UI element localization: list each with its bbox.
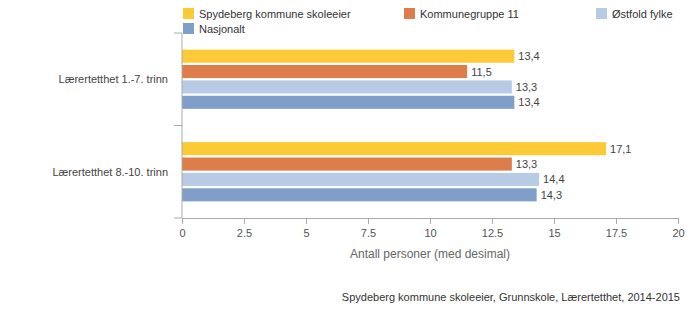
bar bbox=[182, 142, 606, 155]
chart: Spydeberg kommune skoleeier Kommunegruppe… bbox=[0, 0, 700, 316]
legend-label: Kommunegruppe 11 bbox=[420, 8, 519, 20]
legend-swatch bbox=[404, 8, 415, 19]
x-tick: 2.5 bbox=[237, 218, 252, 239]
y-tick-label: Lærertetthet 8.-10. trinn bbox=[52, 166, 168, 178]
caption: Spydeberg kommune skoleeier, Grunnskole,… bbox=[342, 291, 680, 303]
x-tick: 7.5 bbox=[361, 218, 376, 239]
legend-item: Kommunegruppe 11 bbox=[404, 8, 519, 20]
y-axis: Lærertetthet 1.-7. trinn Lærertetthet 8.-… bbox=[52, 33, 182, 218]
x-axis: 0 2.5 5 7.5 10 12.5 15 17.5 20 bbox=[179, 218, 684, 239]
category-separator bbox=[174, 33, 182, 34]
legend-label: Østfold fylke bbox=[612, 8, 673, 20]
x-tick-label: 7.5 bbox=[361, 227, 376, 239]
bar bbox=[182, 173, 539, 186]
legend-item: Nasjonalt bbox=[183, 23, 245, 35]
data-label: 13,3 bbox=[516, 81, 537, 93]
bar bbox=[182, 65, 467, 78]
legend-swatch bbox=[183, 23, 194, 34]
x-tick-label: 12.5 bbox=[482, 227, 503, 239]
x-tick-label: 2.5 bbox=[237, 227, 252, 239]
x-tick: 17.5 bbox=[606, 218, 627, 239]
x-tick-mark bbox=[616, 218, 617, 224]
x-tick: 15 bbox=[548, 218, 560, 239]
x-tick-mark bbox=[554, 218, 555, 224]
y-tick: Lærertetthet 8.-10. trinn bbox=[52, 166, 168, 178]
x-tick-mark bbox=[182, 218, 183, 224]
data-label: 17,1 bbox=[610, 143, 631, 155]
x-tick-label: 20 bbox=[672, 227, 684, 239]
x-tick: 5 bbox=[303, 218, 309, 239]
bars bbox=[182, 50, 606, 202]
category-separator bbox=[174, 218, 182, 219]
x-tick-label: 5 bbox=[303, 227, 309, 239]
x-tick-mark bbox=[492, 218, 493, 224]
x-tick: 20 bbox=[672, 218, 684, 239]
legend-label: Spydeberg kommune skoleeier bbox=[199, 8, 351, 20]
data-label: 13,3 bbox=[516, 158, 537, 170]
legend-swatch bbox=[183, 8, 194, 19]
x-tick-mark bbox=[306, 218, 307, 224]
bar bbox=[182, 50, 514, 63]
x-tick-label: 15 bbox=[548, 227, 560, 239]
x-tick-label: 10 bbox=[424, 227, 436, 239]
bar bbox=[182, 158, 512, 171]
x-tick-mark bbox=[244, 218, 245, 224]
x-tick-label: 0 bbox=[179, 227, 185, 239]
data-label: 13,4 bbox=[518, 96, 539, 108]
legend-label: Nasjonalt bbox=[199, 23, 245, 35]
data-label: 14,4 bbox=[543, 173, 564, 185]
data-label: 11,5 bbox=[471, 66, 492, 78]
category-separator bbox=[174, 125, 182, 126]
y-tick-label: Lærertetthet 1.-7. trinn bbox=[59, 73, 168, 85]
x-axis-title: Antall personer (med desimal) bbox=[350, 247, 510, 261]
x-tick: 12.5 bbox=[482, 218, 503, 239]
legend-swatch bbox=[596, 8, 607, 19]
legend: Spydeberg kommune skoleeier Kommunegruppe… bbox=[183, 8, 673, 35]
x-tick-mark bbox=[678, 218, 679, 224]
data-label: 13,4 bbox=[518, 50, 539, 62]
x-tick: 10 bbox=[424, 218, 436, 239]
legend-item: Spydeberg kommune skoleeier bbox=[183, 8, 351, 20]
x-tick-mark bbox=[430, 218, 431, 224]
x-tick-mark bbox=[368, 218, 369, 224]
bar bbox=[182, 80, 512, 93]
legend-item: Østfold fylke bbox=[596, 8, 673, 20]
bar bbox=[182, 188, 537, 201]
x-axis-line bbox=[183, 219, 679, 225]
bar bbox=[182, 96, 514, 109]
x-tick-label: 17.5 bbox=[606, 227, 627, 239]
data-label: 14,3 bbox=[541, 189, 562, 201]
x-tick: 0 bbox=[179, 218, 185, 239]
y-tick: Lærertetthet 1.-7. trinn bbox=[59, 73, 168, 85]
data-labels: 13,4 17,1 11,5 13,3 13,3 14,4 13,4 14,3 bbox=[471, 50, 631, 201]
